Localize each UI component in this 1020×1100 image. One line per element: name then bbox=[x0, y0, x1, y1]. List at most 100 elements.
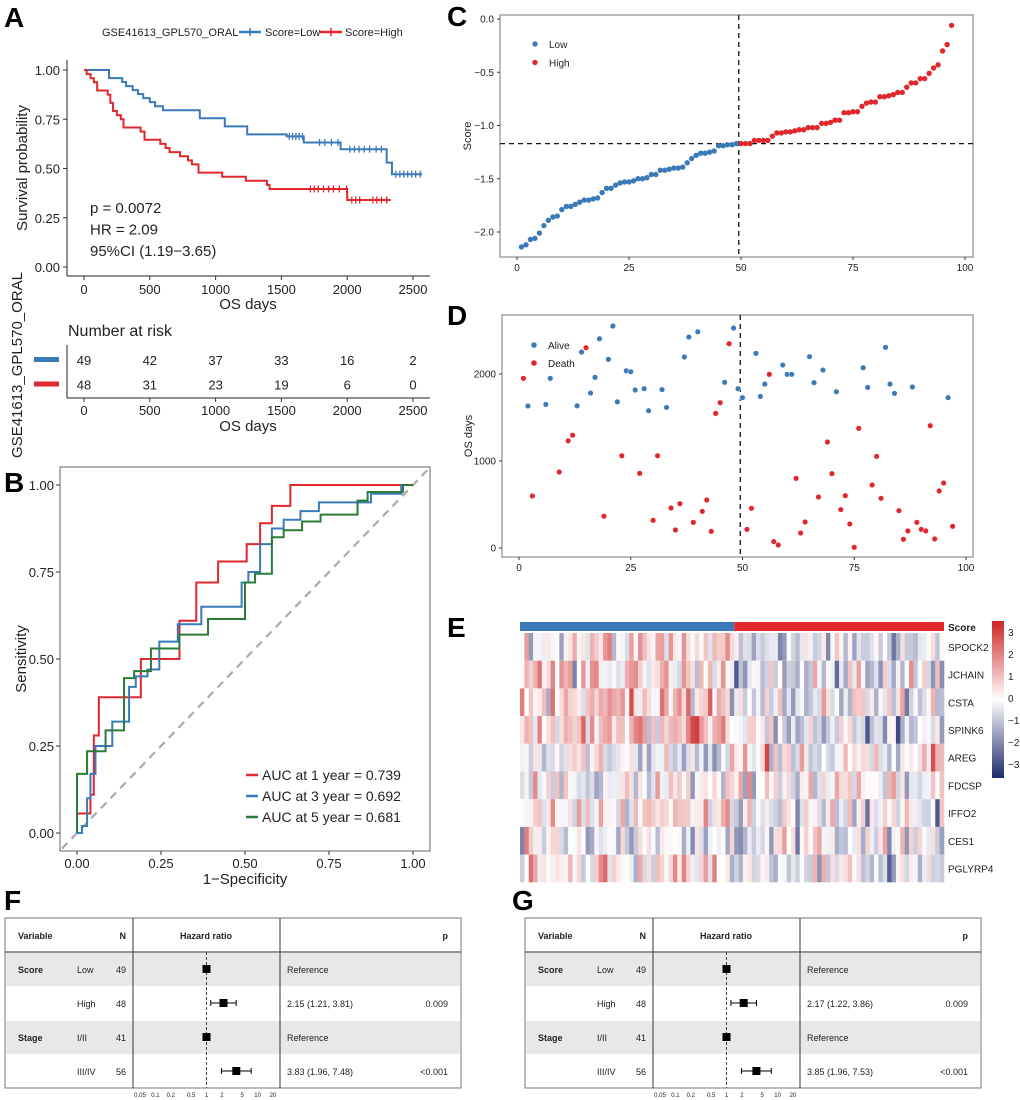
heatmap-cell bbox=[603, 716, 608, 744]
heatmap-cell bbox=[734, 688, 739, 717]
heatmap-cell bbox=[891, 799, 897, 827]
heatmap-cell bbox=[917, 799, 923, 827]
status-point-alive bbox=[641, 385, 648, 392]
heatmap-cell bbox=[712, 771, 718, 800]
score-point-high bbox=[801, 127, 807, 133]
heatmap-cell bbox=[646, 771, 652, 800]
heatmap-cell bbox=[734, 633, 739, 661]
heatmap-cell bbox=[624, 633, 630, 661]
heatmap-cell bbox=[712, 743, 718, 772]
heatmap-cell bbox=[756, 854, 761, 883]
heatmap-cell bbox=[799, 688, 805, 717]
status-point-death bbox=[842, 492, 849, 499]
heatmap-cell bbox=[576, 799, 582, 827]
heatmap-cell bbox=[747, 633, 752, 661]
heatmap-cell bbox=[581, 743, 586, 772]
heatmap-cell bbox=[568, 688, 573, 717]
heatmap-cell bbox=[690, 826, 696, 855]
status-point-alive bbox=[752, 350, 759, 357]
heatmap-cell bbox=[638, 854, 643, 883]
heatmap-cell bbox=[804, 743, 809, 772]
heatmap-cell bbox=[913, 854, 919, 883]
heatmap-cell bbox=[624, 826, 630, 855]
heatmap-cell bbox=[559, 633, 565, 661]
heatmap-cell bbox=[721, 716, 726, 744]
x-axis-label: OS days bbox=[219, 418, 277, 435]
heatmap-cell bbox=[930, 799, 936, 827]
heatmap-cell bbox=[930, 716, 936, 744]
heatmap-cell bbox=[742, 826, 748, 855]
heatmap-cell bbox=[834, 854, 840, 883]
heatmap-cell bbox=[651, 633, 656, 661]
heatmap-cell bbox=[568, 660, 573, 689]
heatmap-cell bbox=[878, 716, 884, 744]
heatmap-cell bbox=[633, 799, 639, 827]
heatmap-cell bbox=[939, 799, 945, 827]
risk-count: 49 bbox=[77, 353, 91, 368]
heatmap-cell bbox=[795, 716, 801, 744]
heatmap-cell bbox=[738, 660, 744, 689]
heatmap-cell bbox=[821, 771, 827, 800]
heatmap-cell bbox=[537, 743, 543, 772]
heatmap-cell bbox=[777, 854, 783, 883]
heatmap-cell bbox=[721, 771, 726, 800]
heatmap-cell bbox=[747, 743, 752, 772]
heatmap-cell bbox=[756, 826, 761, 855]
heatmap-cell bbox=[533, 771, 538, 800]
risk-count: 23 bbox=[208, 378, 222, 393]
status-point-death bbox=[712, 410, 719, 417]
heatmap-cell bbox=[694, 799, 700, 827]
heatmap-cell bbox=[769, 771, 774, 800]
heatmap-cell bbox=[594, 771, 599, 800]
heatmap-cell bbox=[830, 716, 836, 744]
heatmap-cell bbox=[677, 799, 683, 827]
heatmap-cell bbox=[520, 660, 525, 689]
heatmap-cell bbox=[729, 799, 735, 827]
status-point-alive bbox=[730, 325, 737, 332]
score-point-low bbox=[518, 244, 525, 250]
heatmap-cell bbox=[607, 716, 613, 744]
colorbar-tick-label: 0 bbox=[1008, 694, 1014, 705]
heatmap-cell bbox=[852, 826, 857, 855]
heatmap-cell bbox=[690, 854, 696, 883]
score-point-high bbox=[930, 65, 937, 71]
row-level: III/IV bbox=[597, 1067, 616, 1077]
heatmap-cell bbox=[646, 826, 652, 855]
heatmap-cell bbox=[830, 688, 836, 717]
row-p-value: <0.001 bbox=[940, 1067, 968, 1077]
heatmap-cell bbox=[624, 854, 630, 883]
heatmap-cell bbox=[533, 688, 538, 717]
heatmap-cell bbox=[760, 771, 766, 800]
x-tick-label: 75 bbox=[847, 263, 859, 274]
heatmap-cell bbox=[716, 688, 722, 717]
heatmap-cell bbox=[922, 633, 927, 661]
heatmap-cell bbox=[812, 743, 818, 772]
heatmap-cell bbox=[721, 660, 726, 689]
score-annotation-high bbox=[734, 622, 944, 631]
heatmap-cell bbox=[694, 633, 700, 661]
row-level: Low bbox=[597, 965, 614, 975]
heatmap-cell bbox=[624, 799, 630, 827]
score-point-high bbox=[832, 117, 838, 123]
score-point-high bbox=[792, 128, 798, 134]
score-point-high bbox=[899, 89, 905, 96]
score-point-low bbox=[527, 236, 534, 243]
score-point-high bbox=[796, 127, 802, 133]
heatmap-cell bbox=[664, 743, 669, 772]
heatmap-cell bbox=[734, 799, 739, 827]
y-tick-label: 1.00 bbox=[29, 478, 54, 493]
heatmap-cell bbox=[760, 716, 766, 744]
heatmap-cell bbox=[668, 799, 674, 827]
heatmap-cell bbox=[520, 799, 525, 827]
heatmap-cell bbox=[926, 716, 932, 744]
heatmap-cell bbox=[747, 826, 752, 855]
heatmap-cell bbox=[651, 688, 656, 717]
status-point-death bbox=[869, 481, 876, 489]
heatmap-cell bbox=[611, 743, 617, 772]
heatmap-cell bbox=[760, 826, 766, 855]
heatmap-cell bbox=[554, 799, 560, 827]
heatmap-cell bbox=[707, 716, 713, 744]
row-n: 41 bbox=[636, 1033, 646, 1043]
heatmap-cell bbox=[922, 826, 927, 855]
heatmap-cell bbox=[830, 660, 836, 689]
